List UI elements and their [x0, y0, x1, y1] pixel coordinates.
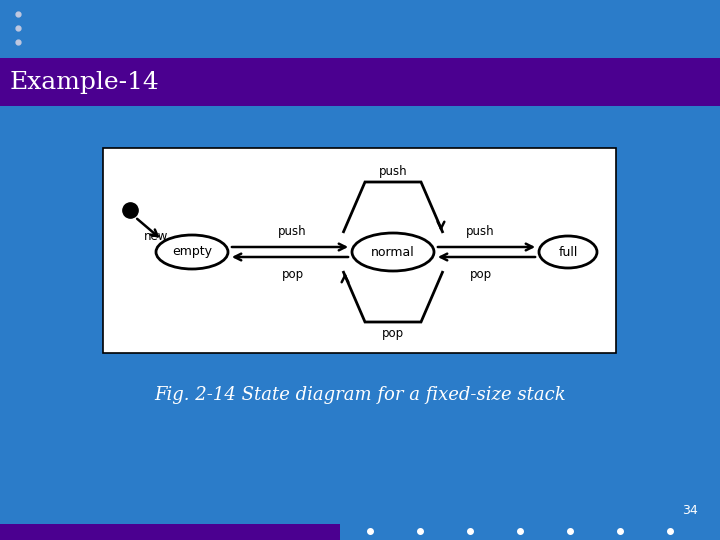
- Text: pop: pop: [469, 268, 492, 281]
- Text: push: push: [466, 225, 495, 238]
- Text: new: new: [144, 230, 168, 243]
- Bar: [0, 58, 720, 106]
- Ellipse shape: [156, 235, 228, 269]
- Text: full: full: [558, 246, 577, 259]
- Text: push: push: [278, 225, 307, 238]
- Text: empty: empty: [172, 246, 212, 259]
- Text: push: push: [379, 165, 408, 178]
- Ellipse shape: [352, 233, 434, 271]
- Text: 34: 34: [683, 503, 698, 516]
- Bar: [0, 524, 340, 540]
- Bar: [103, 148, 616, 353]
- Text: normal: normal: [371, 246, 415, 259]
- Text: Fig. 2-14 State diagram for a fixed-size stack: Fig. 2-14 State diagram for a fixed-size…: [154, 386, 566, 404]
- Text: Example-14: Example-14: [10, 71, 160, 94]
- Text: pop: pop: [382, 327, 404, 340]
- Text: pop: pop: [282, 268, 304, 281]
- Ellipse shape: [539, 236, 597, 268]
